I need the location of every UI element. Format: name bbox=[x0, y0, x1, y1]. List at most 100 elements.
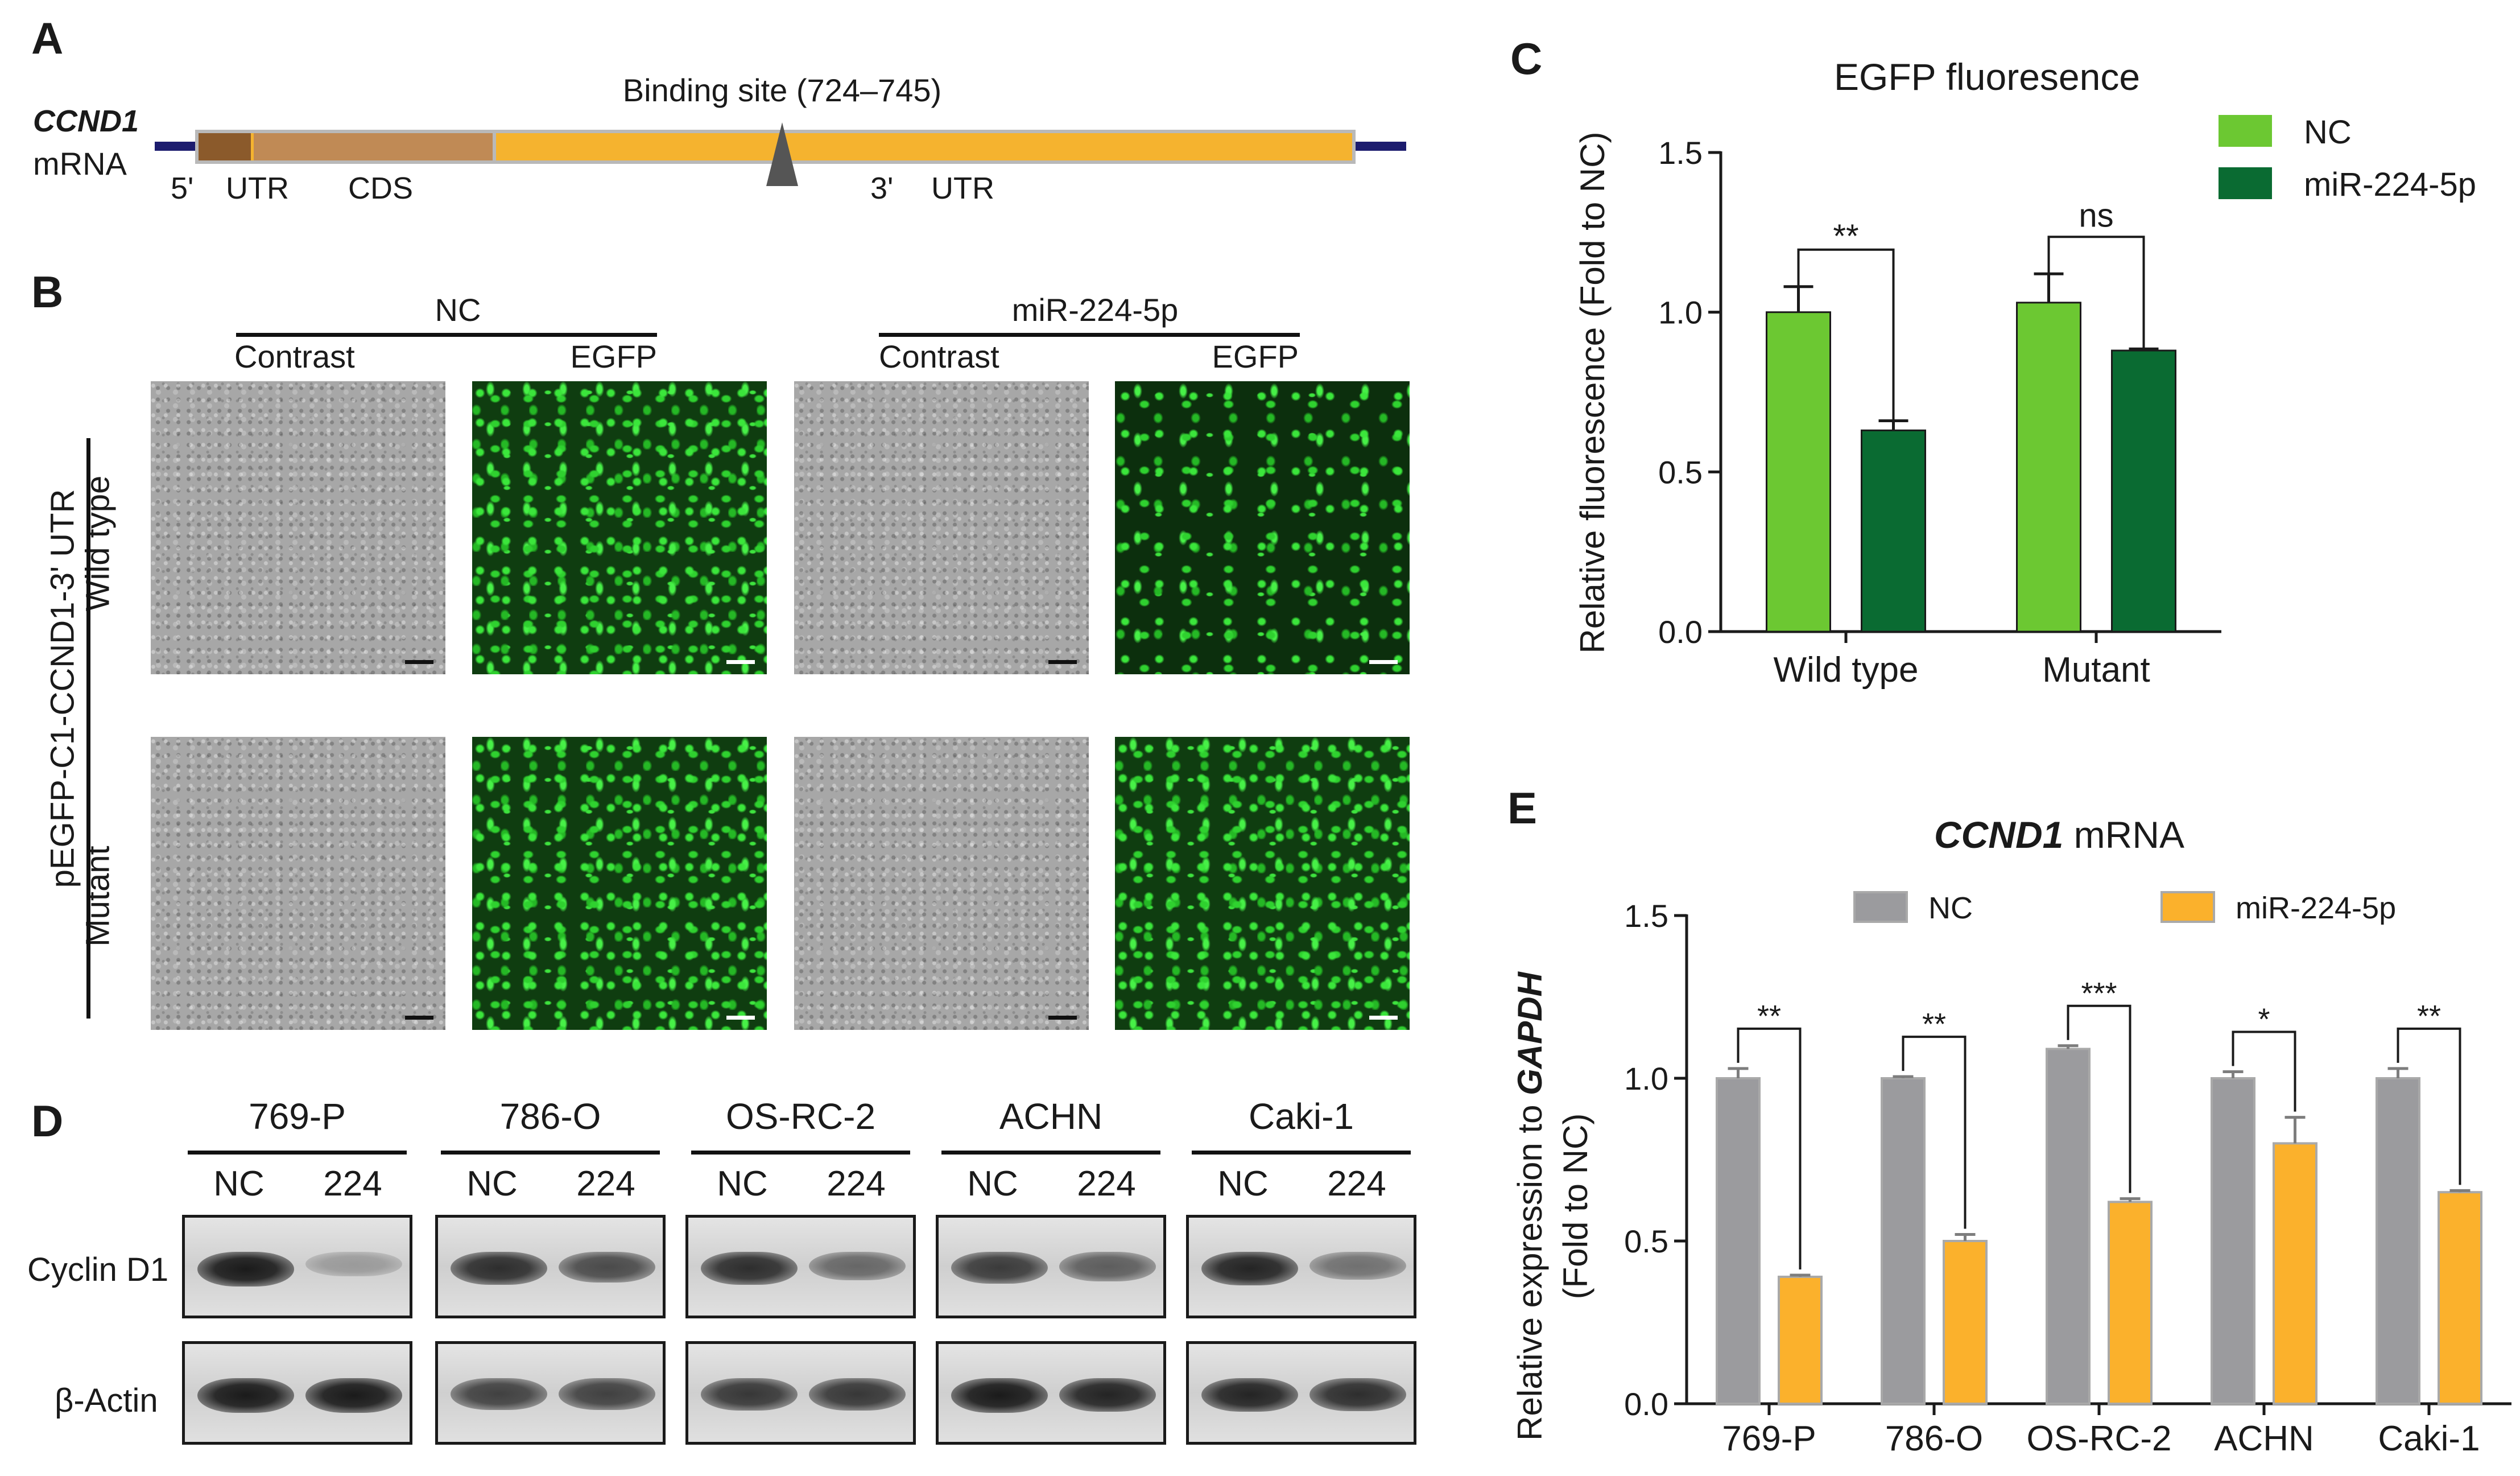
significance-label: ** bbox=[1833, 218, 1858, 255]
blot-beta-actin bbox=[936, 1341, 1166, 1445]
label-utr3: UTR bbox=[931, 171, 994, 205]
protein-label-cyclin-d1: Cyclin D1 bbox=[27, 1251, 169, 1288]
cell-line-underline bbox=[941, 1151, 1160, 1155]
chart-title: EGFP fluoresence bbox=[1834, 56, 2140, 98]
bar bbox=[1943, 1240, 1988, 1405]
band bbox=[1059, 1252, 1156, 1281]
label-3prime: 3' bbox=[870, 171, 894, 205]
bar bbox=[1766, 311, 1831, 633]
lane-label: NC bbox=[1217, 1164, 1269, 1203]
blot-cyclin-d1 bbox=[685, 1215, 916, 1318]
significance-bracket bbox=[1902, 1036, 1967, 1229]
lane-label: 224 bbox=[1327, 1164, 1386, 1203]
y-tick-label: 0.0 bbox=[1624, 1386, 1668, 1422]
significance-bracket bbox=[2232, 1030, 2296, 1112]
lane-label: 224 bbox=[827, 1164, 886, 1203]
col-egfp-1: EGFP bbox=[570, 339, 657, 374]
y-axis-label-line2: (Fold to NC) bbox=[1556, 1114, 1594, 1300]
band bbox=[951, 1252, 1048, 1284]
mrna-label: mRNA bbox=[33, 146, 127, 182]
y-tick-label: 0.5 bbox=[1624, 1223, 1668, 1259]
bar bbox=[2273, 1142, 2317, 1405]
micrograph-mut-mir-egfp bbox=[1115, 737, 1410, 1030]
y-axis-label: Relative expression to GAPDH(Fold to NC) bbox=[1511, 971, 1594, 1441]
lane-label: 224 bbox=[1077, 1164, 1136, 1203]
y-tick-label: 1.0 bbox=[1658, 295, 1703, 331]
legend-swatch bbox=[1853, 891, 1908, 923]
blot-cyclin-d1 bbox=[182, 1215, 412, 1318]
cell-line-label: OS-RC-2 bbox=[725, 1096, 876, 1137]
band bbox=[951, 1378, 1048, 1413]
lane-label: NC bbox=[213, 1164, 265, 1203]
cell-line-underline bbox=[1192, 1151, 1411, 1155]
x-tick-label: ACHN bbox=[2214, 1419, 2314, 1458]
cell-line-label: 786-O bbox=[499, 1096, 601, 1137]
group-mir-line bbox=[879, 333, 1300, 337]
cell-line-underline bbox=[441, 1151, 660, 1155]
y-tick-label: 0.5 bbox=[1658, 454, 1703, 490]
blot-cyclin-d1 bbox=[435, 1215, 666, 1318]
micrograph-wt-mir-contrast bbox=[794, 381, 1089, 674]
band bbox=[559, 1252, 655, 1283]
band bbox=[1309, 1252, 1406, 1280]
lane-label: NC bbox=[967, 1164, 1018, 1203]
significance-label: ** bbox=[1757, 999, 1781, 1033]
x-tick-label: Mutant bbox=[2042, 650, 2150, 690]
band bbox=[559, 1378, 655, 1410]
lane-label: 224 bbox=[323, 1164, 382, 1203]
row-label-mutant: Mutant bbox=[79, 846, 117, 947]
chart-e: CCND1 mRNA Relative expression to GAPDH(F… bbox=[1511, 814, 2511, 1458]
significance-bracket bbox=[1737, 1027, 1802, 1270]
band bbox=[701, 1252, 798, 1285]
significance-bracket bbox=[2397, 1027, 2461, 1185]
band bbox=[451, 1378, 547, 1410]
significance-label: ** bbox=[1922, 1007, 1946, 1041]
bar bbox=[2211, 1077, 2255, 1405]
y-tick-label: 0.0 bbox=[1658, 614, 1703, 650]
bar bbox=[1716, 1077, 1761, 1405]
group-nc-label: NC bbox=[435, 292, 481, 328]
panel-label-d: D bbox=[31, 1096, 64, 1146]
legend-swatch bbox=[2219, 115, 2272, 147]
band bbox=[1201, 1378, 1298, 1412]
bar bbox=[2016, 302, 2081, 633]
label-utr5: UTR bbox=[226, 171, 289, 205]
legend-label: NC bbox=[2304, 114, 2352, 151]
cell-line-label: ACHN bbox=[999, 1096, 1103, 1137]
significance-label: ** bbox=[2417, 999, 2441, 1033]
bar bbox=[2108, 1201, 2153, 1405]
y-axis-label-text: Relative expression to bbox=[1511, 1095, 1549, 1441]
micrograph-mut-mir-contrast bbox=[794, 737, 1089, 1030]
micrograph-wt-nc-contrast bbox=[151, 381, 445, 674]
group-mir-label: miR-224-5p bbox=[1011, 292, 1179, 328]
band bbox=[305, 1252, 402, 1277]
chart-title-gene: CCND1 bbox=[1934, 814, 2063, 856]
bar bbox=[2111, 349, 2176, 633]
binding-site-marker bbox=[766, 122, 798, 186]
band bbox=[305, 1378, 402, 1413]
significance-bracket bbox=[2067, 1004, 2131, 1193]
legend-label: miR-224-5p bbox=[2304, 166, 2476, 203]
significance-label: ns bbox=[2079, 197, 2113, 234]
band bbox=[451, 1252, 547, 1285]
y-tick-label: 1.5 bbox=[1658, 135, 1703, 171]
protein-label-beta-actin: β-Actin bbox=[55, 1382, 158, 1419]
band bbox=[197, 1378, 294, 1413]
cell-line-label: Caki-1 bbox=[1249, 1096, 1354, 1137]
significance-label: *** bbox=[2081, 976, 2117, 1011]
y-tick-label: 1.0 bbox=[1624, 1061, 1668, 1096]
legend-swatch bbox=[2219, 167, 2272, 199]
legend-label: NC bbox=[1928, 891, 1973, 925]
bar bbox=[1778, 1275, 1823, 1405]
y-tick-label: 1.5 bbox=[1624, 898, 1668, 934]
significance-label: * bbox=[2258, 1003, 2270, 1037]
bar bbox=[1881, 1077, 1926, 1405]
cell-line-underline bbox=[691, 1151, 910, 1155]
panel-label-e: E bbox=[1507, 783, 1538, 833]
col-contrast-2: Contrast bbox=[879, 339, 999, 374]
blot-beta-actin bbox=[435, 1341, 666, 1445]
blot-cyclin-d1 bbox=[1186, 1215, 1416, 1318]
label-cds: CDS bbox=[348, 171, 414, 205]
col-contrast-1: Contrast bbox=[234, 339, 355, 374]
cell-line-label: 769-P bbox=[249, 1096, 346, 1137]
